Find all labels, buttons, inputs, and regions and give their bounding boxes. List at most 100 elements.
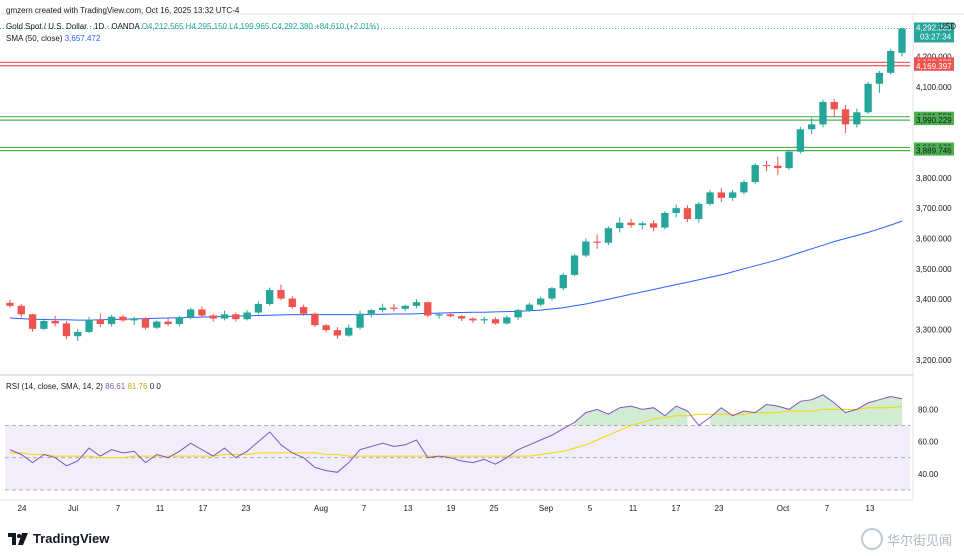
candle-body-76: [864, 83, 872, 113]
time-tick-label-1: Jul: [68, 504, 78, 513]
candle-body-58: [661, 213, 669, 228]
candle-body-79: [898, 28, 906, 53]
watermark-icon: [860, 528, 883, 550]
ohlc-values: O4,212.565 H4,295.150 L4,199.965 C4,292.…: [141, 22, 380, 31]
candle-body-28: [322, 325, 330, 331]
level-tag-3: [914, 115, 954, 126]
rsi-tick-label-0: 40.00: [918, 470, 939, 479]
candle-body-41: [469, 318, 477, 321]
currency-label[interactable]: USD: [939, 22, 956, 31]
candle-body-71: [808, 124, 816, 130]
price-tick-label-6: 3,800.000: [916, 174, 952, 183]
candle-body-51: [582, 241, 590, 256]
candle-body-0: [6, 302, 14, 306]
candle-body-78: [887, 51, 895, 73]
candle-body-19: [220, 314, 229, 319]
current-price-timer: 03:27:34: [920, 32, 952, 41]
candle-body-74: [841, 109, 850, 125]
candle-body-46: [525, 304, 534, 311]
time-tick-label-4: 17: [199, 504, 208, 513]
created-by-text: gmzern created with TradingView.com, Oct…: [6, 6, 240, 15]
candle-body-47: [537, 298, 545, 305]
time-tick-label-5: 23: [242, 504, 251, 513]
candle-body-48: [548, 288, 556, 299]
candle-body-38: [435, 314, 443, 316]
time-tick-label-7: 7: [362, 504, 367, 513]
rsi-sma-value: 81.76: [127, 382, 148, 391]
candle-body-39: [446, 314, 455, 317]
candle-body-42: [480, 319, 488, 321]
symbol-title[interactable]: Gold Spot / U.S. Dollar · 1D · OANDA: [6, 22, 140, 31]
candle-body-50: [570, 255, 579, 275]
candle-body-23: [266, 290, 274, 305]
candle-body-20: [232, 314, 240, 320]
price-tick-label-10: 4,200.000: [916, 52, 952, 61]
watermark: 华尔街见闻: [860, 528, 952, 550]
candle-body-21: [243, 312, 251, 320]
time-tick-label-9: 19: [447, 504, 456, 513]
candle-body-66: [751, 165, 759, 183]
tradingview-logo: TradingView: [8, 531, 109, 546]
rsi-overbought-fill-0: [574, 406, 688, 426]
candle-body-33: [378, 307, 387, 311]
rsi-legend[interactable]: RSI (14, close, SMA, 14, 2) 86.61 81.76 …: [6, 382, 161, 391]
time-tick-label-17: 7: [825, 504, 830, 513]
level-tag-5: [914, 145, 954, 156]
candle-body-40: [457, 316, 466, 319]
time-tick-label-14: 17: [672, 504, 681, 513]
candle-body-24: [277, 290, 285, 299]
time-tick-label-12: 5: [588, 504, 593, 513]
candle-body-53: [604, 228, 613, 243]
time-tick-label-18: 13: [866, 504, 875, 513]
rsi-label: RSI (14, close, SMA, 14, 2): [6, 382, 103, 391]
price-tick-label-4: 3,600.000: [916, 234, 952, 243]
rsi-extra: 0 0: [149, 382, 161, 391]
rsi-line: [9, 394, 903, 473]
time-tick-label-8: 13: [404, 504, 413, 513]
candle-body-43: [491, 319, 500, 324]
candle-body-75: [853, 112, 861, 125]
sma-label: SMA (50, close): [6, 34, 63, 43]
time-tick-label-2: 7: [116, 504, 121, 513]
candle-body-61: [695, 203, 703, 220]
time-tick-label-11: Sep: [539, 504, 554, 513]
candle-body-64: [728, 192, 737, 198]
sma-value: 3,657.472: [64, 34, 101, 43]
rsi-sma-line: [10, 406, 903, 459]
level-tag-1: [914, 60, 954, 71]
time-tick-label-0: 24: [18, 504, 27, 513]
candle-body-55: [627, 222, 635, 226]
level-value-3: 3,990.229: [916, 116, 952, 125]
candle-body-17: [198, 309, 206, 316]
candle-body-15: [175, 317, 184, 325]
candle-body-69: [785, 151, 793, 169]
candle-body-14: [164, 321, 172, 325]
time-tick-label-10: 25: [490, 504, 499, 513]
candle-body-32: [367, 310, 375, 314]
rsi-value: 86.61: [105, 382, 126, 391]
watermark-text: 华尔街见闻: [886, 532, 952, 548]
rsi-tick-label-2: 80.00: [918, 405, 939, 414]
candle-body-16: [186, 309, 195, 318]
candle-body-11: [130, 318, 138, 321]
candle-body-45: [514, 310, 522, 318]
sma-legend[interactable]: SMA (50, close) 3,657.472: [6, 34, 100, 43]
time-tick-label-13: 11: [629, 504, 638, 513]
price-tick-label-1: 3,300.000: [916, 325, 952, 334]
candle-body-57: [649, 223, 658, 228]
rsi-overbought-fill-1: [710, 394, 902, 426]
sma-line: [9, 220, 903, 321]
candle-body-67: [762, 165, 771, 167]
candle-body-25: [288, 298, 296, 308]
candle-body-60: [683, 208, 692, 220]
time-tick-label-6: Aug: [314, 504, 328, 513]
candle-body-12: [141, 318, 150, 328]
tradingview-icon: [8, 532, 28, 545]
price-tick-label-2: 3,400.000: [916, 295, 952, 304]
candle-body-70: [796, 129, 805, 152]
candle-body-36: [412, 302, 421, 306]
candle-body-18: [209, 315, 217, 319]
candle-body-8: [96, 319, 104, 325]
candle-body-5: [62, 323, 71, 337]
